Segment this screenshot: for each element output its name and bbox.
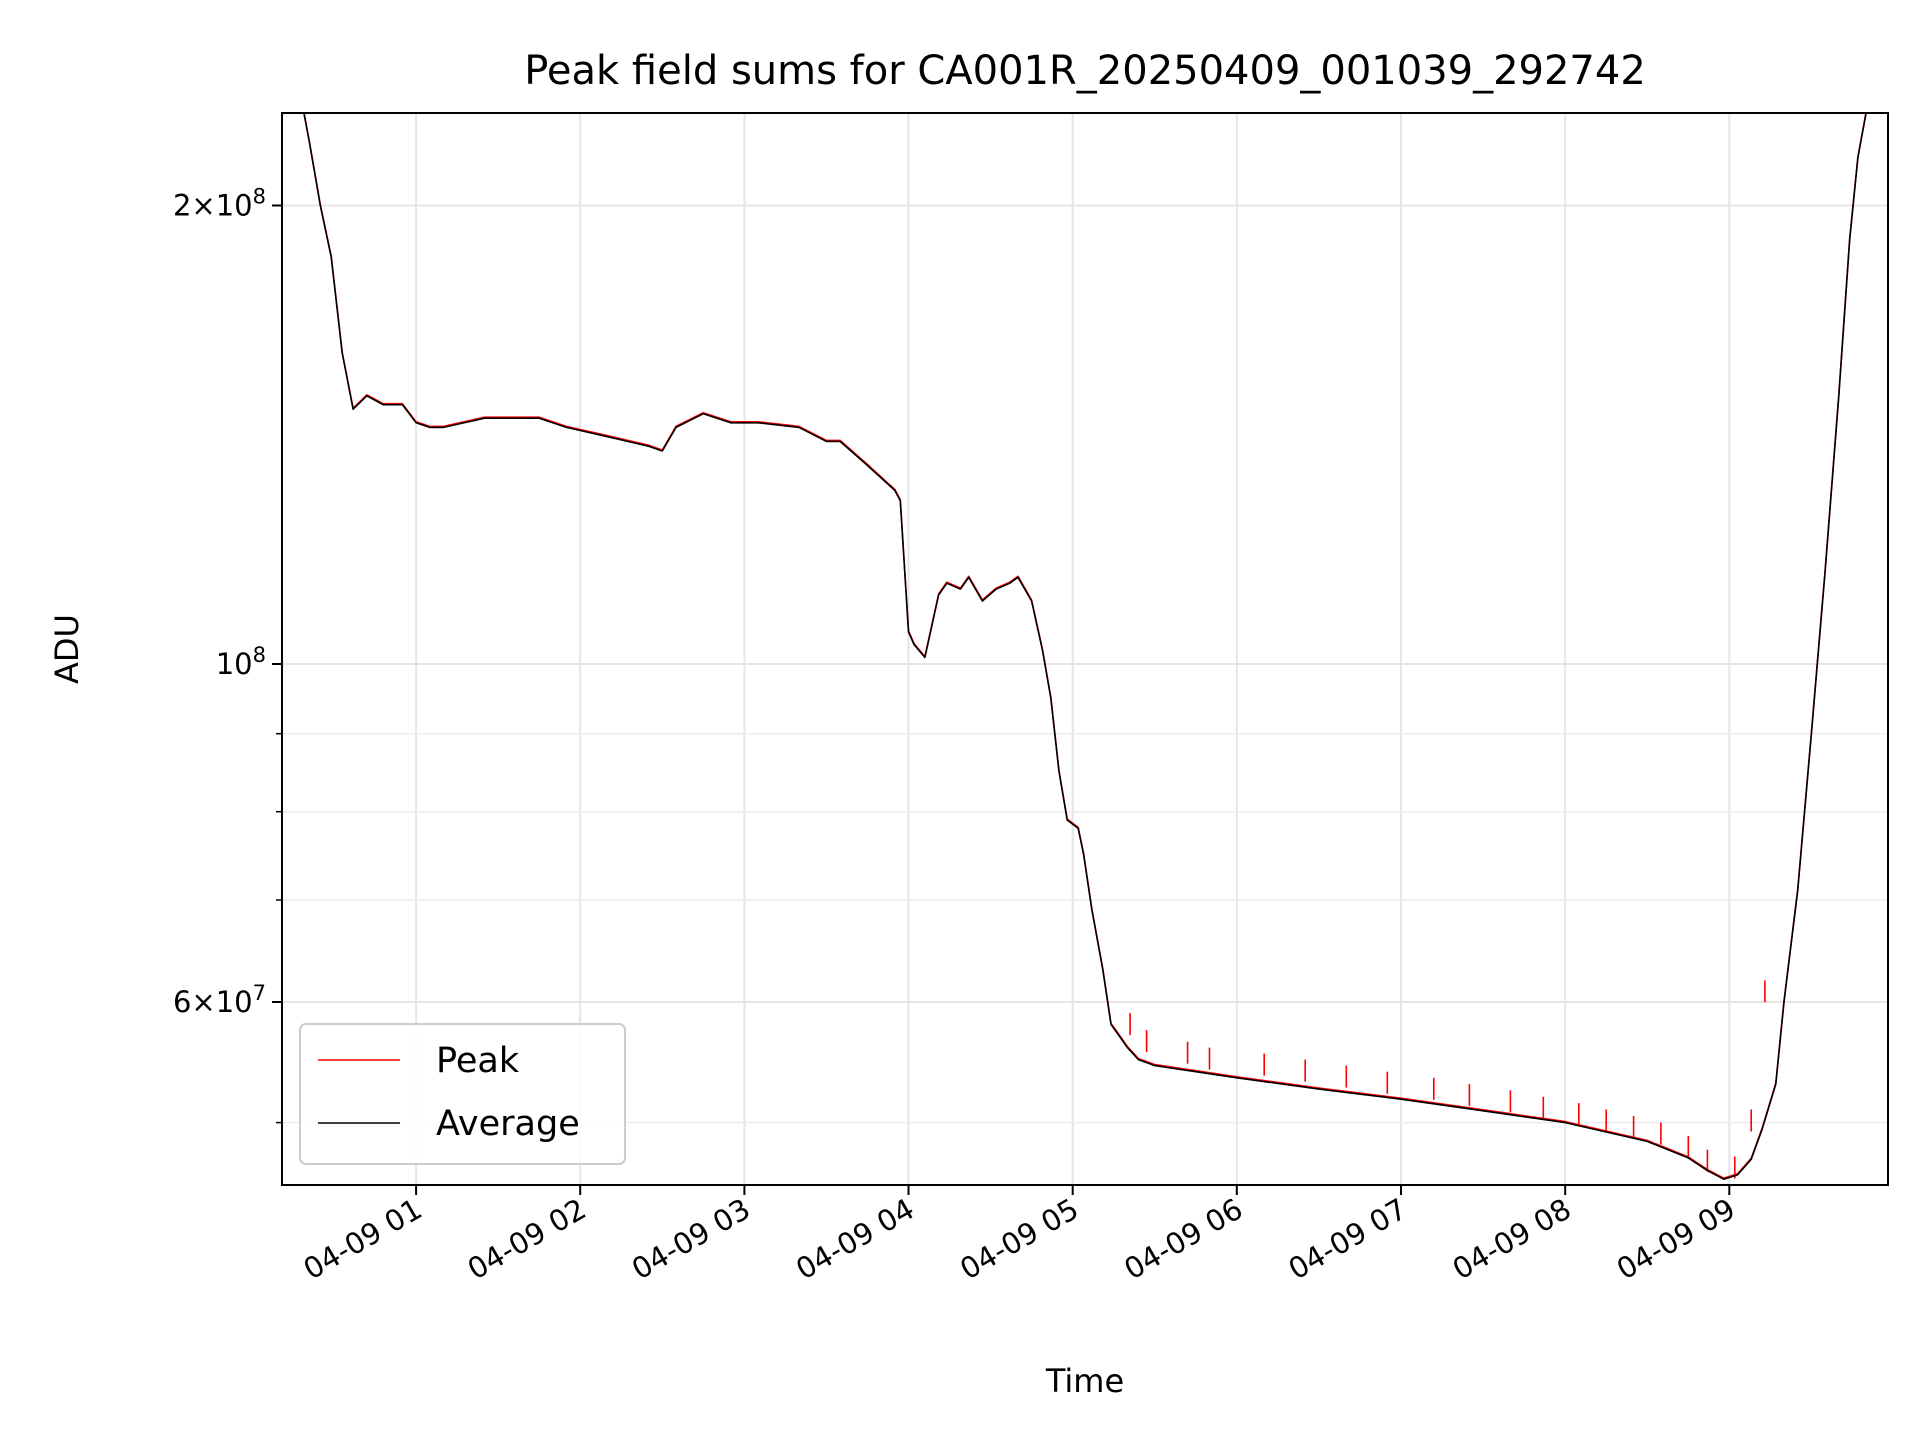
legend-label-average: Average	[436, 1104, 580, 1144]
y-axis-title: ADU	[48, 614, 86, 684]
y-tick-label: 2×108	[173, 185, 266, 223]
legend-box	[299, 1023, 626, 1165]
plot-frame	[281, 112, 1889, 1186]
x-axis-title: Time	[1045, 1362, 1124, 1400]
legend-label-peak: Peak	[436, 1041, 520, 1081]
peak-series-line	[303, 113, 1867, 1179]
y-tick-label: 6×107	[173, 981, 266, 1019]
grid	[282, 113, 1888, 1185]
series-layer	[282, 113, 1888, 1180]
average-series-line	[282, 113, 1888, 1180]
legend: Peak Average	[299, 1023, 626, 1165]
chart-title: Peak field sums for CA001R_20250409_0010…	[524, 48, 1646, 94]
